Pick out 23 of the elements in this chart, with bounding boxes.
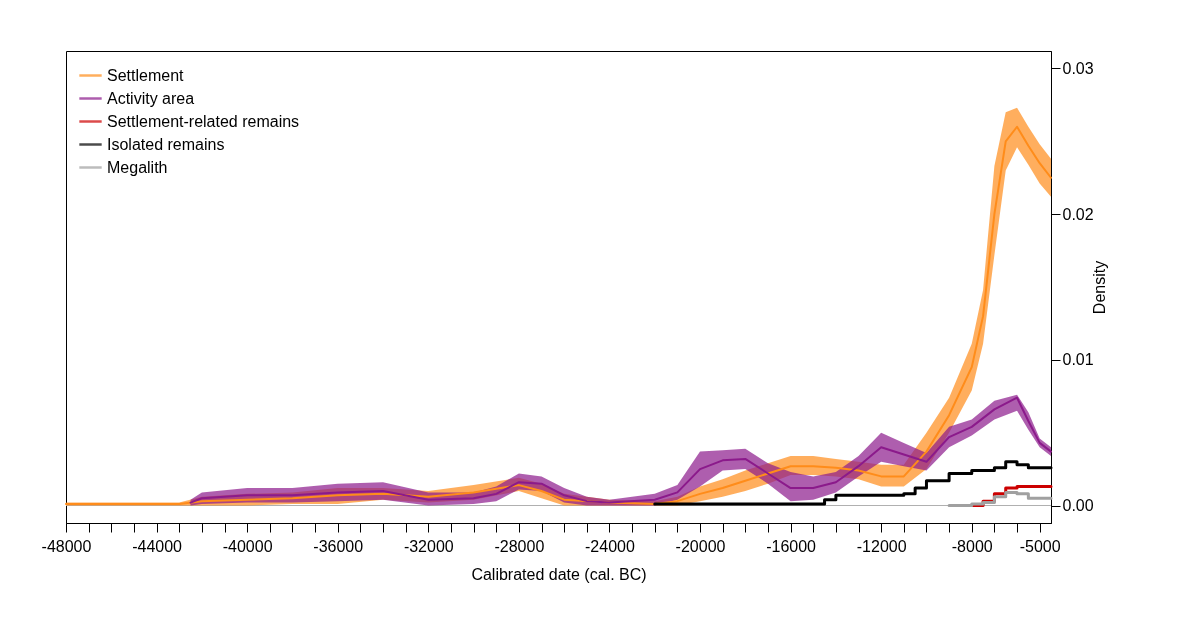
y-tick-label: 0.01 xyxy=(1062,351,1094,369)
x-tick-label: -24000 xyxy=(585,537,635,555)
legend-label: Settlement xyxy=(107,66,185,84)
x-tick-label: -8000 xyxy=(951,537,993,555)
x-tick-label: -28000 xyxy=(494,537,545,555)
legend-label: Activity area xyxy=(107,89,195,107)
y-axis-title: Density xyxy=(1090,260,1108,315)
x-tick-label: -36000 xyxy=(313,537,364,555)
y-tick-label: 0.02 xyxy=(1062,205,1094,223)
y-tick-label: 0.00 xyxy=(1062,497,1094,515)
legend-label: Megalith xyxy=(107,158,168,176)
x-tick-label: -16000 xyxy=(766,537,817,555)
x-tick-label: -44000 xyxy=(132,537,183,555)
x-tick-label: -20000 xyxy=(675,537,726,555)
x-tick-label: -40000 xyxy=(222,537,273,555)
x-tick-label: -32000 xyxy=(403,537,454,555)
x-tick-label: -12000 xyxy=(856,537,907,555)
x-axis-title: Calibrated date (cal. BC) xyxy=(471,565,647,583)
x-tick-label: -48000 xyxy=(41,537,92,555)
legend-label: Settlement-related remains xyxy=(107,112,300,130)
legend-label: Isolated remains xyxy=(107,135,225,153)
y-tick-label: 0.03 xyxy=(1062,59,1094,77)
x-tick-label: -5000 xyxy=(1019,537,1061,555)
